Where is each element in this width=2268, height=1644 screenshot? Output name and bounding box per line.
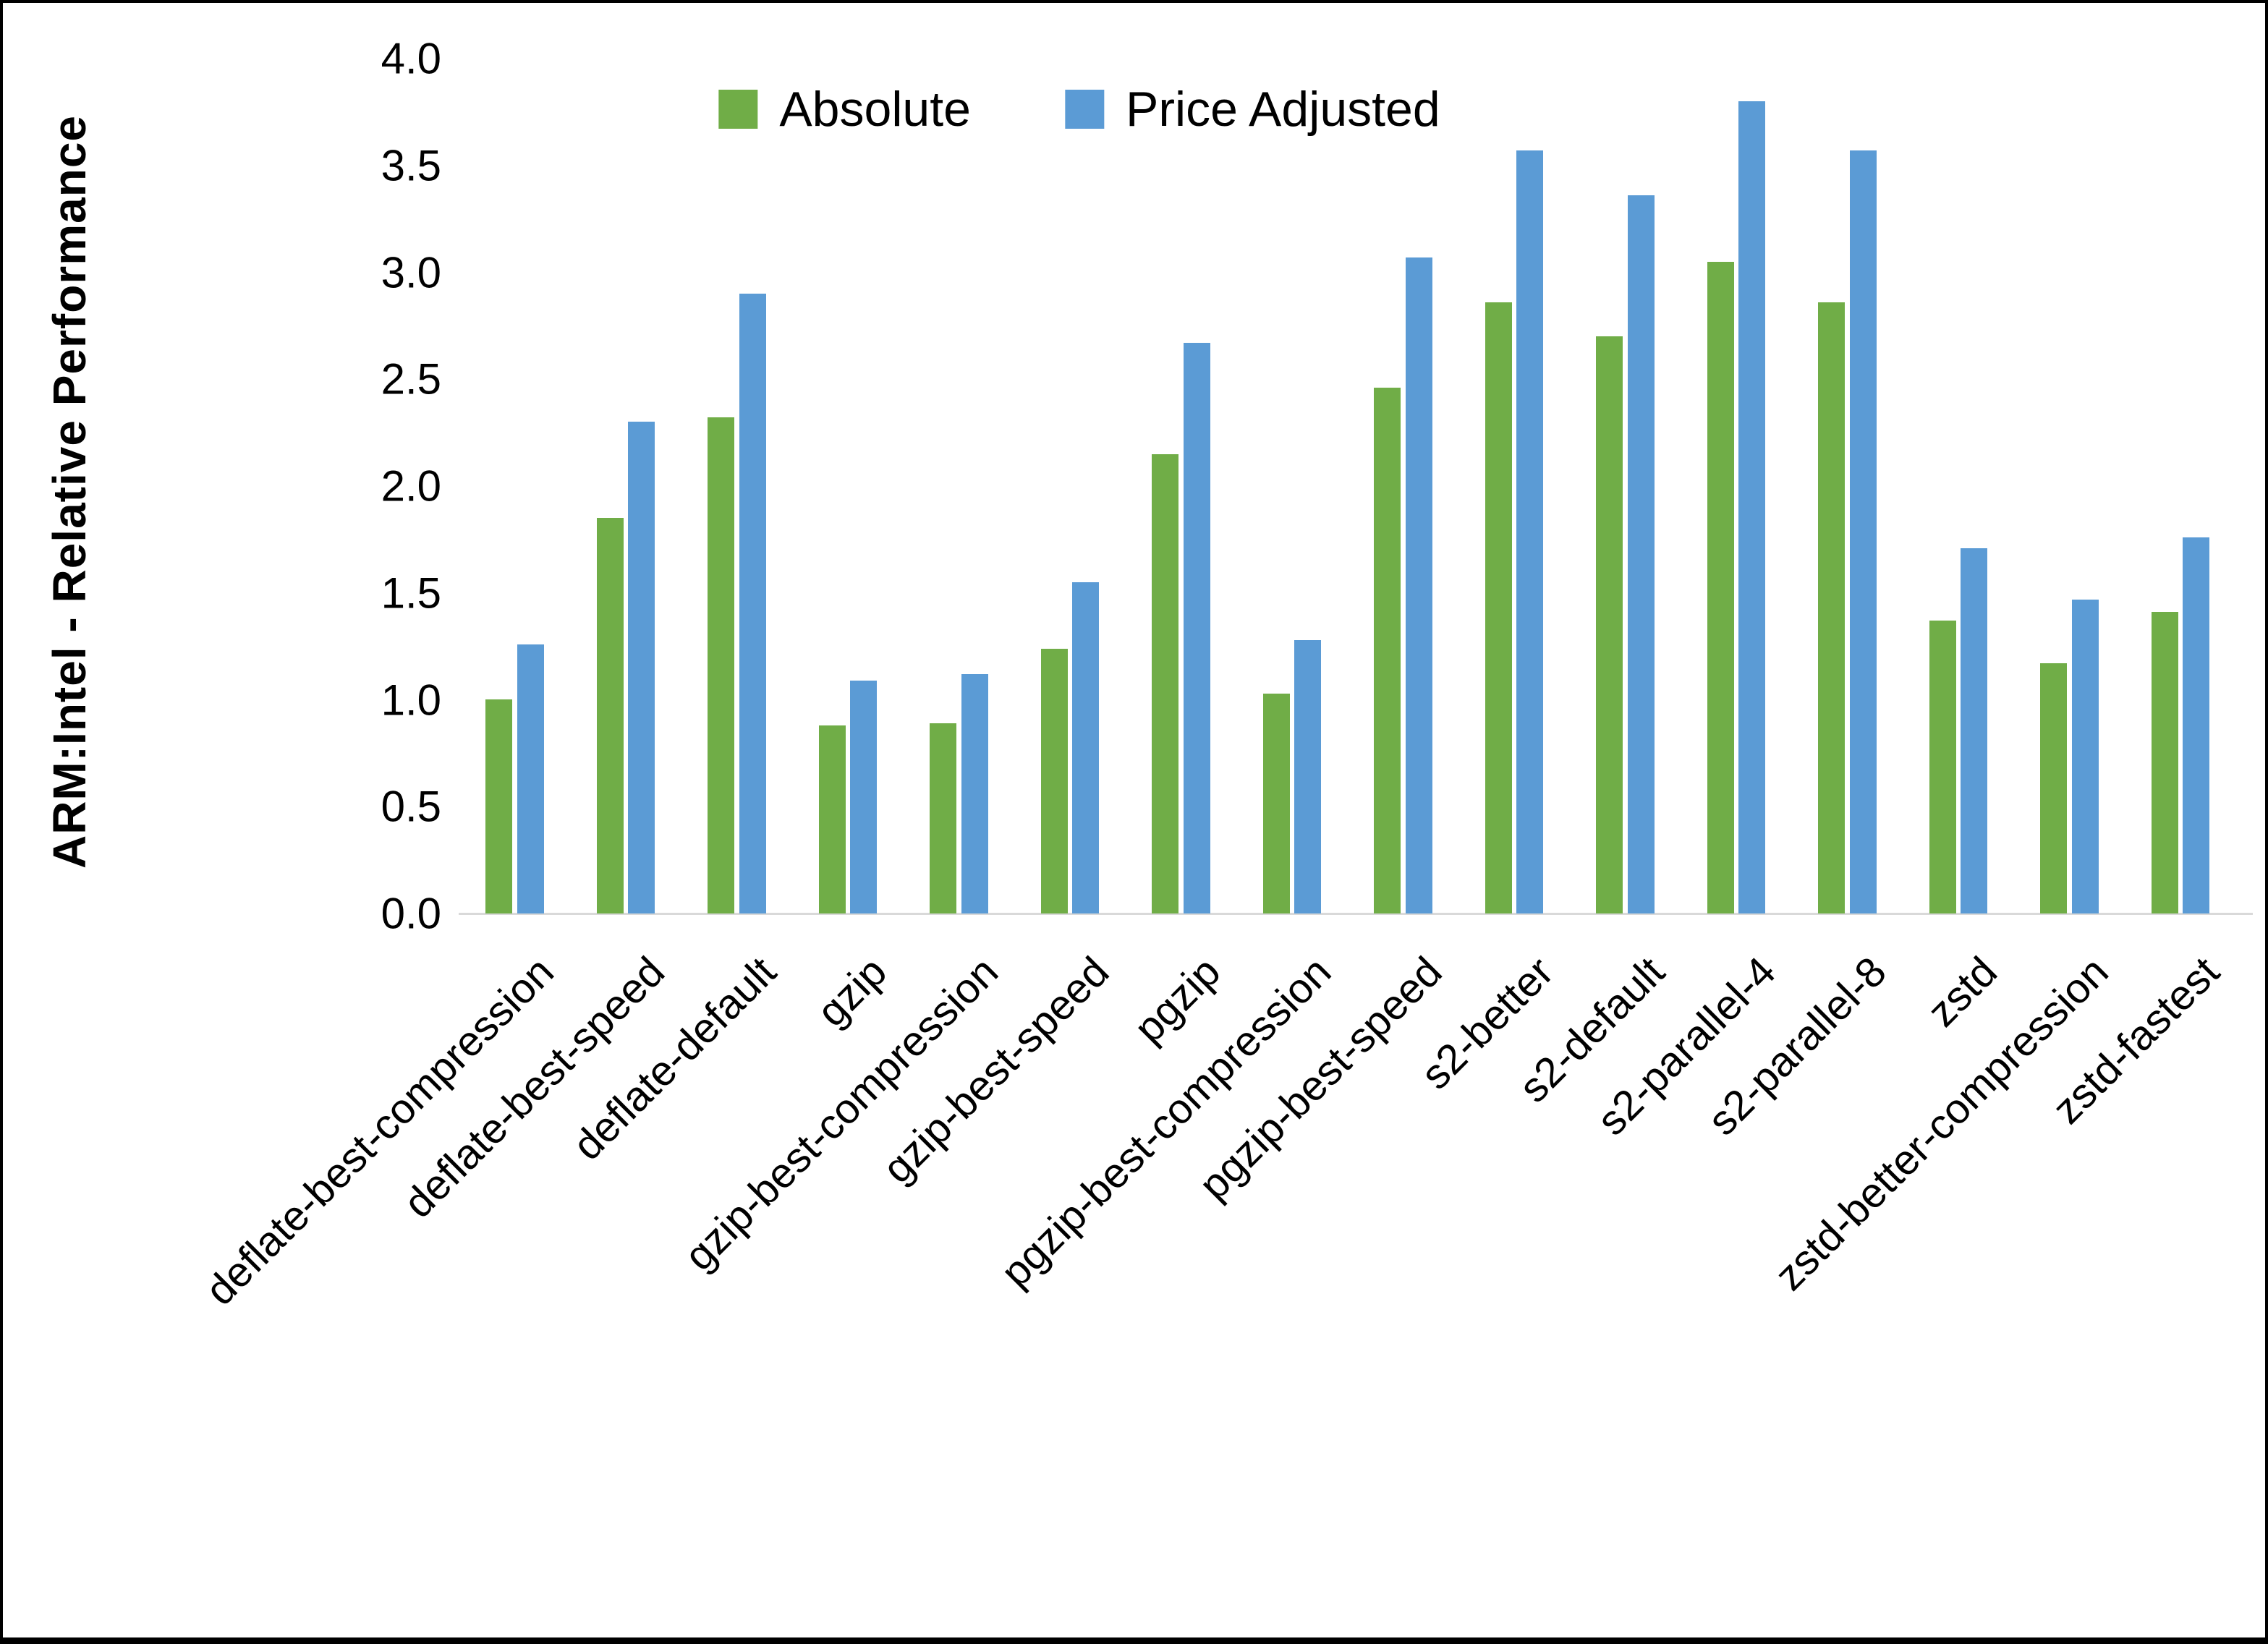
y-tick-label: 2.5 — [381, 354, 441, 404]
y-tick-label: 2.0 — [381, 461, 441, 511]
bar-price-adjusted-gzip-best-speed — [1072, 582, 1099, 913]
bar-price-adjusted-zstd — [1961, 548, 1987, 913]
bar-absolute-pgzip-best-speed — [1374, 388, 1401, 913]
bar-price-adjusted-deflate-best-speed — [628, 422, 655, 913]
bar-absolute-deflate-best-compression — [485, 699, 512, 913]
y-tick-label: 4.0 — [381, 34, 441, 83]
x-axis-line — [459, 913, 2253, 915]
legend: Absolute Price Adjusted — [718, 81, 1440, 137]
x-category-label: gzip — [808, 947, 896, 1036]
bar-price-adjusted-deflate-default — [739, 294, 766, 913]
legend-item-absolute: Absolute — [718, 81, 971, 137]
bar-price-adjusted-s2-better — [1516, 150, 1543, 913]
y-tick-label: 0.5 — [381, 782, 441, 831]
bar-price-adjusted-pgzip-best-compression — [1294, 640, 1321, 913]
bar-absolute-gzip-best-speed — [1041, 649, 1068, 913]
bar-price-adjusted-pgzip-best-speed — [1406, 257, 1432, 913]
bar-price-adjusted-zstd-fastest — [2183, 537, 2209, 913]
legend-swatch-icon — [718, 90, 758, 129]
bar-absolute-zstd — [1929, 621, 1956, 913]
bar-absolute-s2-default — [1596, 336, 1623, 913]
y-tick-label: 3.0 — [381, 248, 441, 297]
legend-label: Price Adjusted — [1125, 82, 1440, 137]
y-tick-label: 1.0 — [381, 676, 441, 724]
bar-absolute-zstd-better-compression — [2040, 663, 2067, 913]
legend-swatch-icon — [1064, 90, 1104, 129]
bar-price-adjusted-gzip-best-compression — [961, 674, 988, 913]
bar-price-adjusted-zstd-better-compression — [2072, 600, 2099, 913]
bar-price-adjusted-s2-parallel-8 — [1850, 150, 1877, 913]
bar-price-adjusted-s2-default — [1628, 195, 1655, 913]
bar-absolute-pgzip-best-compression — [1263, 694, 1290, 913]
bar-absolute-s2-better — [1485, 302, 1512, 913]
bar-price-adjusted-deflate-best-compression — [517, 644, 544, 913]
x-category-label: pgzip — [1124, 947, 1229, 1052]
y-tick-label: 1.5 — [381, 568, 441, 618]
bar-price-adjusted-gzip — [850, 681, 877, 913]
bar-absolute-gzip — [819, 725, 846, 913]
bar-absolute-gzip-best-compression — [930, 723, 956, 913]
bar-absolute-pgzip — [1152, 454, 1178, 913]
bar-absolute-deflate-best-speed — [597, 518, 624, 913]
y-tick-label: 0.0 — [381, 889, 441, 938]
bar-absolute-deflate-default — [708, 417, 734, 913]
legend-label: Absolute — [779, 82, 971, 137]
x-category-label: zstd — [1919, 947, 2007, 1036]
y-tick-label: 3.5 — [381, 141, 441, 190]
bar-absolute-s2-parallel-8 — [1818, 302, 1845, 913]
bar-absolute-s2-parallel-4 — [1707, 262, 1734, 913]
bar-absolute-zstd-fastest — [2152, 612, 2178, 913]
legend-item-price-adjusted: Price Adjusted — [1064, 81, 1440, 137]
plot-area: 0.0 0.5 1.0 1.5 2.0 2.5 3.0 3.5 4.0 deflate-best-… — [3, 3, 2265, 1637]
bar-price-adjusted-pgzip — [1184, 343, 1210, 913]
bar-price-adjusted-s2-parallel-4 — [1738, 101, 1765, 913]
